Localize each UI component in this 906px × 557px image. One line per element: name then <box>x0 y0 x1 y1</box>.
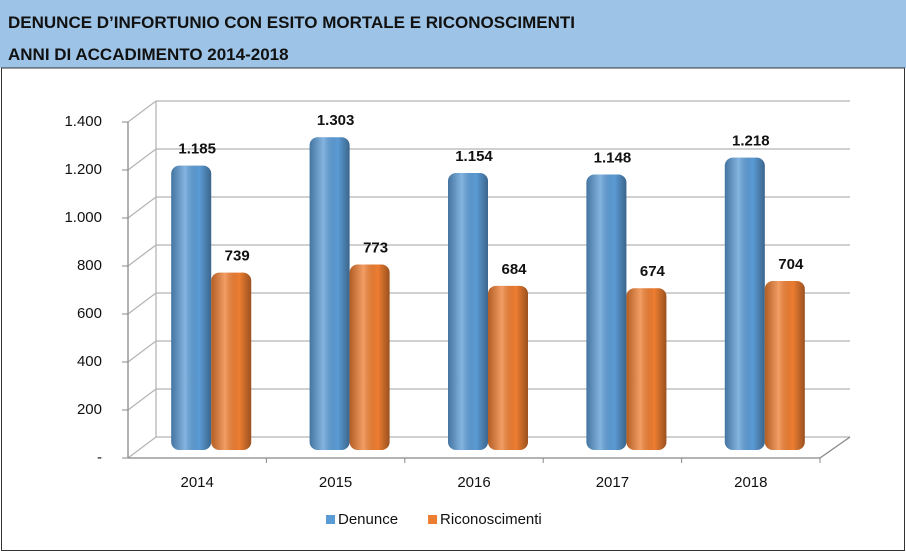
grid-line <box>127 148 157 171</box>
x-tick-label: 2018 <box>734 474 767 491</box>
grid-line <box>127 244 157 267</box>
data-label: 739 <box>225 248 250 265</box>
x-tick-label: 2015 <box>319 474 352 491</box>
data-label: 1.303 <box>317 112 355 129</box>
y-tick-label: 1.200 <box>64 161 102 178</box>
grid-line <box>127 388 157 411</box>
bar-shade <box>764 281 805 450</box>
bar-shade <box>586 174 627 451</box>
legend-swatch <box>428 515 438 524</box>
legend-swatch <box>326 515 335 524</box>
frame <box>1 67 905 551</box>
grid-line <box>127 196 157 219</box>
y-tick-label: 600 <box>77 305 102 322</box>
bar-shade <box>626 288 667 450</box>
y-tick-label: 1.000 <box>64 209 102 226</box>
data-label: 773 <box>363 239 388 256</box>
bar-shade <box>211 272 252 450</box>
y-tick-label: 800 <box>77 257 102 274</box>
y-tick-label: 400 <box>77 353 102 370</box>
bar-shade <box>724 157 765 450</box>
x-tick-label: 2014 <box>181 474 214 491</box>
grid-line <box>127 292 157 315</box>
data-label: 1.185 <box>178 141 216 158</box>
data-label: 684 <box>501 261 527 278</box>
bar-shade <box>309 137 350 450</box>
data-label: 704 <box>778 256 804 273</box>
floor-edge <box>819 436 851 459</box>
data-label: 1.218 <box>732 133 770 150</box>
grid-line <box>127 100 157 123</box>
y-tick-label: 200 <box>77 401 102 418</box>
data-label: 674 <box>640 263 666 280</box>
grid-line <box>127 340 157 363</box>
header-band <box>0 0 906 68</box>
data-label: 1.154 <box>455 148 493 165</box>
bar-shade <box>349 264 390 450</box>
x-tick-label: 2016 <box>457 474 490 491</box>
chart-title: DENUNCE D’INFORTUNIO CON ESITO MORTALE E… <box>8 13 575 32</box>
x-tick-label: 2017 <box>596 474 629 491</box>
grid-line <box>127 436 157 459</box>
chart-subtitle: ANNI DI ACCADIMENTO 2014-2018 <box>8 45 289 64</box>
y-tick-label: 1.400 <box>64 113 102 130</box>
bar-shade <box>171 165 212 450</box>
legend-label: Riconoscimenti <box>440 511 542 528</box>
bar-shade <box>448 173 488 451</box>
bar-shade <box>488 285 528 450</box>
data-label: 1.148 <box>594 149 632 166</box>
y-tick-label: - <box>97 449 102 466</box>
legend-label: Denunce <box>338 511 398 528</box>
